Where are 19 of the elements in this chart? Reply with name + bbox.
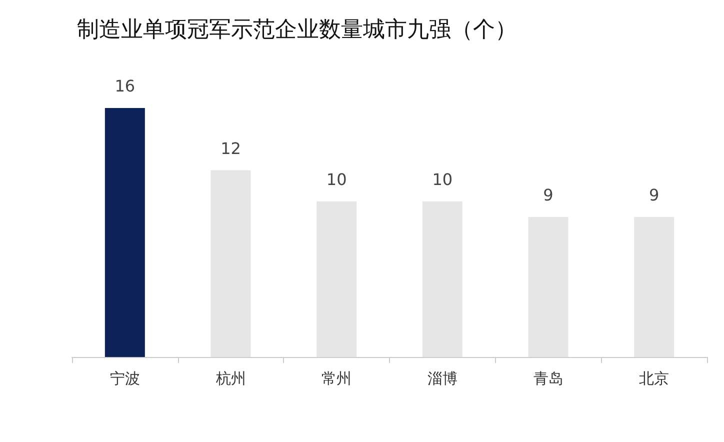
- x-tick-label: 青岛: [533, 370, 564, 388]
- chart-title: 制造业单项冠军示范企业数量城市九强（个）: [77, 18, 517, 42]
- data-label: 9: [543, 185, 554, 204]
- data-label: 9: [648, 185, 660, 204]
- x-tick-label: 杭州: [214, 370, 246, 388]
- x-tick-label: 常州: [322, 370, 352, 388]
- bar: [634, 216, 674, 357]
- x-tick-label: 宁波: [110, 370, 140, 388]
- bar: [316, 201, 357, 357]
- data-label: 12: [220, 138, 241, 158]
- x-tick-label: 北京: [639, 370, 670, 388]
- bar: [422, 201, 462, 357]
- bar: [528, 216, 568, 357]
- data-label: 16: [114, 76, 136, 96]
- data-label: 10: [326, 170, 347, 189]
- bar: [210, 170, 251, 357]
- x-tick-label: 淄博: [427, 370, 458, 388]
- bar: [104, 108, 145, 357]
- data-label: 10: [432, 170, 453, 189]
